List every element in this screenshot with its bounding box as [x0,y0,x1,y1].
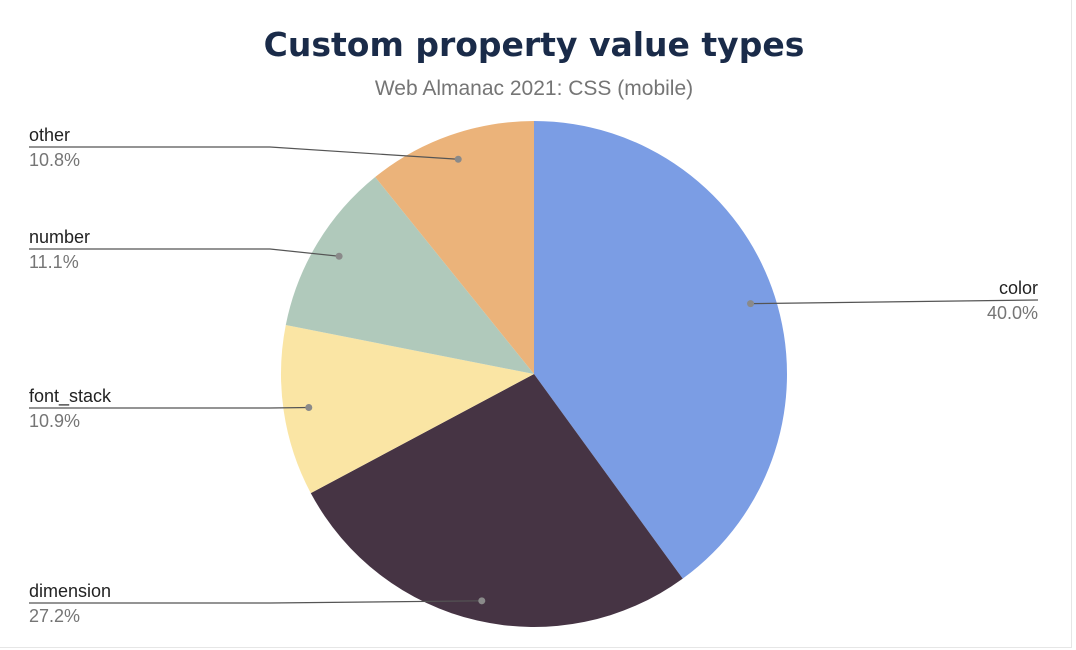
slice-percent-number: 11.1% [29,252,79,272]
pie-slice-number [285,177,534,374]
leader-line-dimension [29,600,482,604]
slice-label-color: color [999,278,1038,298]
slice-percent-dimension: 27.2% [29,606,80,626]
slice-label-number: number [29,227,90,247]
pie-slice-color [534,121,788,579]
leader-dot-font-stack [305,403,313,411]
slice-label-font-stack: font_stack [29,386,112,407]
slice-percent-color: 40.0% [987,303,1038,323]
pie-labels: color 40.0% dimension 27.2% font_stack 10.9% n… [29,125,1039,626]
chart-title: Custom property value types [264,25,805,64]
chart-subtitle: Web Almanac 2021: CSS (mobile) [375,77,693,100]
leader-line-number [29,248,340,257]
slice-percent-font-stack: 10.9% [29,411,80,431]
leader-line-color [750,299,1039,305]
slice-label-other: other [29,125,70,145]
leader-line-other [29,146,459,160]
pie-slice-other [375,121,534,374]
leader-dot-number [335,252,343,260]
slice-percent-other: 10.8% [29,150,80,170]
slice-label-dimension: dimension [29,581,111,601]
leader-dot-dimension [478,597,486,605]
pie-slice-dimension [310,374,683,627]
leader-dot-color [747,300,755,308]
leader-line-font-stack [29,406,309,409]
leader-dot-other [454,155,462,163]
pie-slices [281,121,788,627]
pie-slice-font-stack [281,325,534,494]
